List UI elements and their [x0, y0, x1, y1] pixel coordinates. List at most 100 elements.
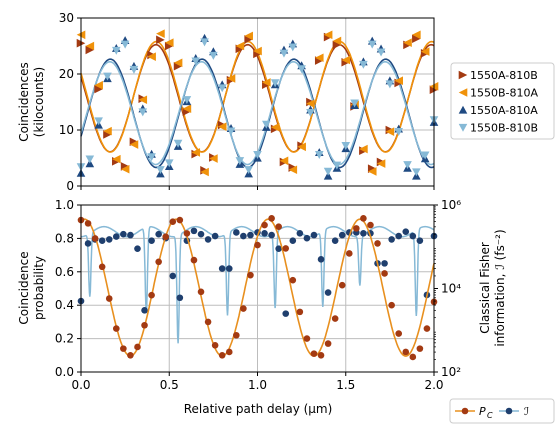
top-data-point: [350, 99, 359, 108]
bottom-y-tick-label: 1.0: [55, 198, 74, 212]
fisher-data-point: [381, 260, 388, 267]
fisher-data-point: [338, 231, 346, 239]
fisher-data-point: [268, 231, 275, 239]
bottom-y-tick-label: 0.2: [55, 332, 74, 346]
top-data-point: [262, 78, 271, 87]
pc-data-point: [247, 271, 254, 279]
top-data-point: [262, 120, 271, 129]
pc-data-point: [388, 301, 395, 309]
fisher-data-point: [190, 227, 198, 235]
pc-data-point: [331, 315, 339, 322]
pc-data-point: [395, 330, 403, 337]
top-legend-marker: [458, 88, 468, 97]
pc-data-point: [367, 221, 374, 229]
fisher-data-point: [218, 265, 226, 272]
top-data-point: [394, 76, 403, 86]
fisher-data-point: [240, 232, 247, 240]
bottom-ylabel-line1: Coincidence: [17, 251, 31, 324]
bottom-y2-tick-label: 10⁴: [441, 282, 461, 296]
top-data-point: [173, 61, 183, 71]
top-data-point: [173, 58, 183, 68]
top-data-point: [173, 139, 183, 148]
pc-data-point: [225, 348, 233, 356]
pc-data-point: [416, 345, 424, 352]
fisher-data-point: [275, 245, 282, 252]
pc-data-point: [402, 348, 410, 356]
legend-pc-marker: [461, 407, 469, 415]
top-data-point: [323, 30, 333, 40]
bottom-y2label-line1: Classical Fisher: [478, 242, 492, 334]
pc-data-point: [183, 230, 191, 237]
top-data-point: [279, 156, 289, 166]
legend-pc-label: P: [479, 405, 486, 418]
top-data-point: [412, 30, 421, 40]
fisher-data-point: [303, 234, 311, 242]
bottom-x-tick-label: 0.5: [160, 378, 179, 392]
top-data-points: [76, 29, 439, 180]
top-data-point: [420, 47, 430, 56]
top-legend-label: 1550B-810B: [470, 122, 538, 135]
fisher-data-point: [148, 237, 155, 244]
fisher-data-point: [225, 265, 233, 272]
legend-pc-subscript: C: [487, 411, 493, 420]
top-data-point: [235, 157, 245, 166]
pc-data-point: [275, 223, 282, 231]
top-data-point: [112, 46, 121, 55]
top-data-point: [341, 55, 351, 65]
top-data-point: [279, 49, 289, 58]
pc-data-point: [197, 288, 205, 296]
pc-data-point: [360, 215, 367, 222]
coincidence-probability-series: [77, 215, 438, 361]
top-data-point: [403, 161, 412, 170]
top-data-point: [367, 167, 377, 176]
top-data-point: [253, 46, 262, 56]
top-data-point: [412, 34, 421, 44]
pc-data-point: [374, 240, 381, 247]
pc-data-point: [105, 295, 113, 302]
pc-data-point: [141, 321, 148, 329]
top-data-point: [420, 151, 430, 160]
pc-data-point: [127, 352, 134, 359]
fisher-data-point: [395, 232, 403, 240]
top-data-point: [376, 48, 386, 57]
top-data-point: [182, 104, 192, 114]
top-legend-label: 1550A-810A: [470, 104, 538, 117]
fisher-information-series: [77, 225, 438, 344]
top-data-point: [244, 31, 253, 41]
top-data-point: [244, 34, 253, 44]
bottom-y2-ticks: 10² 10⁴ 10⁶: [434, 198, 461, 379]
top-data-point: [270, 79, 280, 88]
fisher-data-point: [360, 229, 367, 237]
top-data-point: [332, 36, 342, 46]
top-data-point: [164, 159, 174, 168]
fisher-data-point: [261, 229, 268, 237]
top-data-point: [314, 150, 324, 159]
pc-data-point: [204, 318, 212, 326]
top-data-point: [164, 38, 174, 47]
fisher-data-point: [113, 233, 120, 240]
top-data-point: [103, 72, 112, 81]
top-data-point: [403, 38, 412, 47]
fisher-data-point: [310, 231, 318, 239]
pc-data-point: [113, 325, 120, 332]
pc-data-point: [169, 218, 177, 225]
top-ylabel-line2: (kilocounts): [32, 67, 46, 137]
fisher-data-point: [282, 310, 290, 317]
bottom-y-tick-label: 0.4: [55, 298, 74, 312]
pc-data-point: [324, 340, 332, 347]
pc-data-point: [310, 350, 318, 357]
top-data-point: [156, 166, 165, 175]
top-data-point: [129, 65, 139, 74]
bottom-y-tick-label: 0.6: [55, 265, 74, 279]
top-data-point: [200, 38, 209, 47]
top-data-point: [359, 60, 368, 69]
fisher-data-point: [120, 230, 127, 238]
fisher-data-point: [211, 232, 219, 240]
top-data-point: [103, 130, 112, 139]
top-y-tick-label: 0: [66, 179, 74, 193]
bottom-x-ticks: 0.0 0.5 1.0 1.5 2.0: [71, 372, 444, 392]
bottom-x-tick-label: 1.5: [336, 378, 355, 392]
top-legend-label: 1550A-810B: [470, 69, 538, 82]
pc-data-point: [211, 341, 219, 349]
